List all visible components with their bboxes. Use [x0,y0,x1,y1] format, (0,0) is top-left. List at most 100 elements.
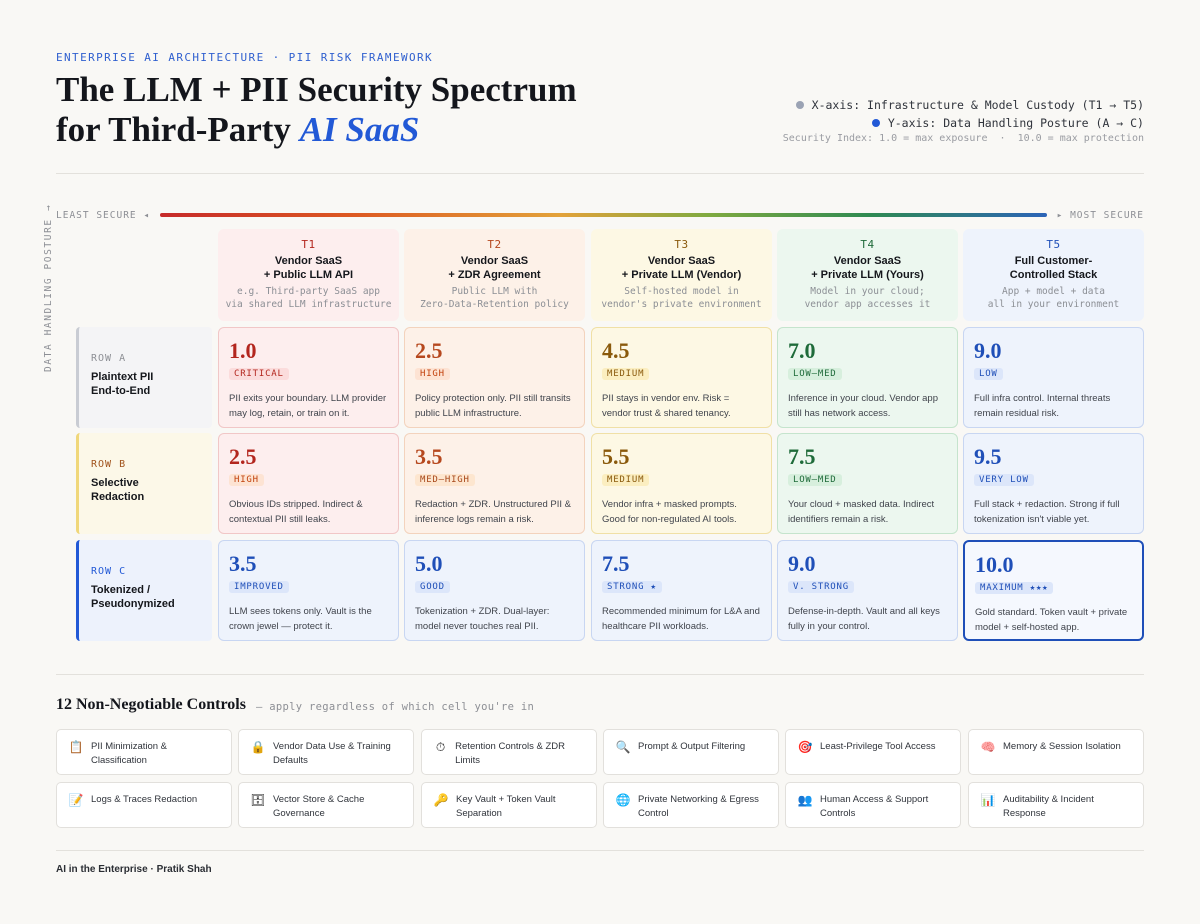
eyebrow: ENTERPRISE AI ARCHITECTURE · PII RISK FR… [56,51,434,64]
control-card[interactable]: 🔒 Vendor Data Use & Training Defaults [238,729,414,775]
control-card[interactable]: 🧠 Memory & Session Isolation [968,729,1144,775]
tier-desc-line-2: vendor's private environment [601,299,762,310]
badge-wrap: LOW–MED [788,469,947,487]
title-line-1: The LLM + PII Security Spectrum [56,70,577,109]
cell-c-t3[interactable]: 7.5 STRONG ★ Recommended minimum for L&A a… [591,540,772,641]
security-score: 7.0 [788,338,816,363]
control-label: Vendor Data Use & Training Defaults [273,739,391,767]
control-label-line-2: Controls [820,807,856,819]
cell-description: Your cloud + masked data. Indirect ident… [788,499,935,525]
cell-a-t5[interactable]: 9.0 LOW Full infra control. Internal threa… [963,327,1144,428]
cell-description: Vendor infra + masked prompts. Good for … [602,499,737,525]
security-index-note: Security Index: 1.0 = max exposure · 10.… [782,133,1144,144]
cell-description: Tokenization + ZDR. Dual-layer: model ne… [415,606,550,632]
control-label-line-1: Least-Privilege Tool Access [820,741,936,752]
tier-desc-line-1: Model in your cloud; [810,286,925,297]
title-accent: AI SaaS [299,110,420,149]
row-tag: ROW B [91,459,127,470]
badge-wrap: MEDIUM [602,469,761,487]
cell-b-t3[interactable]: 5.5 MEDIUM Vendor infra + masked prompts. … [591,433,772,534]
control-card[interactable]: 🔑 Key Vault + Token Vault Separation [421,782,597,828]
tier-desc-line-2: via shared LLM infrastructure [225,299,392,310]
security-score: 9.0 [974,338,1002,363]
row-header-row-a: ROW A Plaintext PII End-to-End [76,327,212,428]
badge-wrap: CRITICAL [229,363,388,381]
tier-desc-line-2: Zero-Data-Retention policy [420,299,569,310]
row-name-line-2: Pseudonymized [91,598,175,610]
control-card[interactable]: 📝 Logs & Traces Redaction [56,782,232,828]
badge-wrap: MAXIMUM ★★★ [975,577,1132,595]
security-score: 9.5 [974,444,1002,469]
risk-badge: MAXIMUM ★★★ [975,582,1054,594]
control-card[interactable]: 📊 Auditability & Incident Response [968,782,1144,828]
risk-badge: GOOD [415,581,450,593]
tier-header-t4: T4 Vendor SaaS + Private LLM (Yours) Model … [777,229,958,321]
security-score: 10.0 [975,552,1014,577]
y-axis-label: DATA HANDLING POSTURE → [43,203,54,372]
control-label-line-1: Human Access & Support [820,794,929,805]
security-score: 1.0 [229,338,257,363]
control-label-line-2: Separation [456,807,502,819]
cell-description: LLM sees tokens only. Vault is the crown… [229,606,372,632]
control-card[interactable]: 🔍 Prompt & Output Filtering [603,729,779,775]
file-cabinet-icon: 🗄 [250,793,266,807]
cell-a-t1[interactable]: 1.0 CRITICAL PII exits your boundary. LLM … [218,327,399,428]
control-label: Vector Store & Cache Governance [273,792,364,820]
tier-desc-line-1: Self-hosted model in [624,286,739,297]
control-label-line-1: Auditability & Incident [1003,794,1094,805]
risk-badge: CRITICAL [229,368,289,380]
cell-c-t4[interactable]: 9.0 V. STRONG Defense-in-depth. Vault and … [777,540,958,641]
control-label: PII Minimization & Classification [91,739,167,767]
cell-a-t3[interactable]: 4.5 MEDIUM PII stays in vendor env. Risk =… [591,327,772,428]
row-header-row-c: ROW C Tokenized / Pseudonymized [76,540,212,641]
control-label-line-1: Private Networking & Egress [638,794,759,805]
cell-b-t2[interactable]: 3.5 MED–HIGH Redaction + ZDR. Unstructured… [404,433,585,534]
tier-name-line-1: Vendor SaaS [460,255,529,267]
cell-c-t5[interactable]: 10.0 MAXIMUM ★★★ Gold standard. Token vaul… [963,540,1144,641]
least-secure-label: LEAST SECURE ◂ [56,209,151,221]
badge-wrap: IMPROVED [229,576,388,594]
tier-header-t2: T2 Vendor SaaS + ZDR Agreement Public LLM w… [404,229,585,321]
cell-c-t2[interactable]: 5.0 GOOD Tokenization + ZDR. Dual-layer: m… [404,540,585,641]
risk-badge: VERY LOW [974,474,1034,486]
cell-b-t5[interactable]: 9.5 VERY LOW Full stack + redaction. Stron… [963,433,1144,534]
tier-desc-line-2: all in your environment [987,299,1120,310]
cell-a-t2[interactable]: 2.5 HIGH Policy protection only. PII still… [404,327,585,428]
tier-name-line-1: Vendor SaaS [274,255,343,267]
control-card[interactable]: 👥 Human Access & Support Controls [785,782,961,828]
control-label: Logs & Traces Redaction [91,792,197,807]
cell-b-t4[interactable]: 7.5 LOW–MED Your cloud + masked data. Indi… [777,433,958,534]
control-label: Human Access & Support Controls [820,792,928,820]
control-label-line-1: Logs & Traces Redaction [91,794,198,805]
risk-badge: MEDIUM [602,474,650,486]
tier-name-line-1: Full Customer- [1014,255,1093,267]
controls-title: 12 Non-Negotiable Controls [56,696,246,713]
control-label-line-1: Prompt & Output Filtering [638,741,746,752]
tier-header-t1: T1 Vendor SaaS + Public LLM API e.g. Third-… [218,229,399,321]
tier-name-line-2: Controlled Stack [1009,269,1098,281]
badge-wrap: HIGH [229,469,388,487]
cell-b-t1[interactable]: 2.5 HIGH Obvious IDs stripped. Indirect & … [218,433,399,534]
row-tag: ROW A [91,353,127,364]
cell-a-t4[interactable]: 7.0 LOW–MED Inference in your cloud. Vendo… [777,327,958,428]
tier-name-line-1: Vendor SaaS [833,255,902,267]
control-card[interactable]: 📋 PII Minimization & Classification [56,729,232,775]
control-label-line-1: Key Vault + Token Vault [456,794,556,805]
badge-wrap: STRONG ★ [602,576,761,594]
control-card[interactable]: ⏱ Retention Controls & ZDR Limits [421,729,597,775]
control-card[interactable]: 🗄 Vector Store & Cache Governance [238,782,414,828]
cell-description: Full infra control. Internal threats rem… [974,393,1111,419]
security-score: 2.5 [229,444,257,469]
brain-icon: 🧠 [980,740,996,754]
control-card[interactable]: 🌐 Private Networking & Egress Control [603,782,779,828]
cell-c-t1[interactable]: 3.5 IMPROVED LLM sees tokens only. Vault i… [218,540,399,641]
control-label: Least-Privilege Tool Access [820,739,935,754]
control-card[interactable]: 🎯 Least-Privilege Tool Access [785,729,961,775]
control-label: Prompt & Output Filtering [638,739,745,754]
cell-description: Inference in your cloud. Vendor app stil… [788,393,938,419]
security-spectrum: LEAST SECURE ◂ ▸ MOST SECURE [56,208,1144,222]
risk-badge: STRONG ★ [602,581,662,593]
divider [56,674,1144,675]
tier-desc-line-1: Public LLM with [451,286,538,297]
row-name-line-1: Tokenized / [91,584,151,596]
